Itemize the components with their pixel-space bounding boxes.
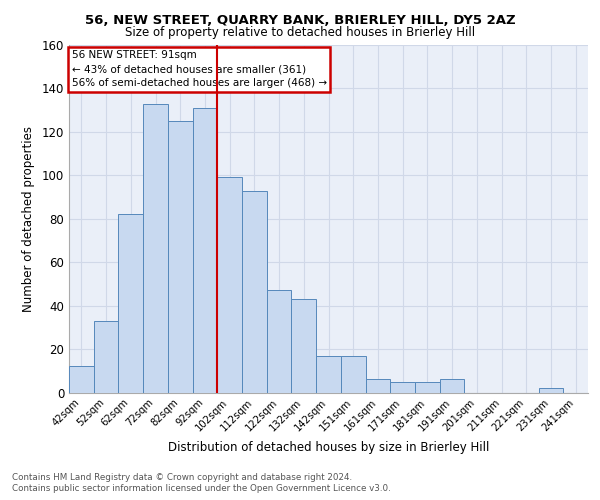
Bar	[539, 388, 563, 392]
Y-axis label: Number of detached properties: Number of detached properties	[22, 126, 35, 312]
Bar	[390, 382, 415, 392]
Text: Contains public sector information licensed under the Open Government Licence v3: Contains public sector information licen…	[12, 484, 391, 493]
Bar	[193, 108, 217, 393]
Bar	[415, 382, 440, 392]
Text: Size of property relative to detached houses in Brierley Hill: Size of property relative to detached ho…	[125, 26, 475, 39]
Bar	[217, 178, 242, 392]
Text: Contains HM Land Registry data © Crown copyright and database right 2024.: Contains HM Land Registry data © Crown c…	[12, 472, 352, 482]
Bar	[365, 380, 390, 392]
Bar	[242, 190, 267, 392]
Bar	[168, 121, 193, 392]
Bar	[118, 214, 143, 392]
Text: 56, NEW STREET, QUARRY BANK, BRIERLEY HILL, DY5 2AZ: 56, NEW STREET, QUARRY BANK, BRIERLEY HI…	[85, 14, 515, 27]
Bar	[143, 104, 168, 393]
Bar	[440, 380, 464, 392]
Bar	[267, 290, 292, 392]
Bar	[94, 321, 118, 392]
X-axis label: Distribution of detached houses by size in Brierley Hill: Distribution of detached houses by size …	[168, 442, 489, 454]
Bar	[316, 356, 341, 393]
Bar	[292, 299, 316, 392]
Bar	[69, 366, 94, 392]
Bar	[341, 356, 365, 393]
Text: 56 NEW STREET: 91sqm
← 43% of detached houses are smaller (361)
56% of semi-deta: 56 NEW STREET: 91sqm ← 43% of detached h…	[71, 50, 327, 88]
